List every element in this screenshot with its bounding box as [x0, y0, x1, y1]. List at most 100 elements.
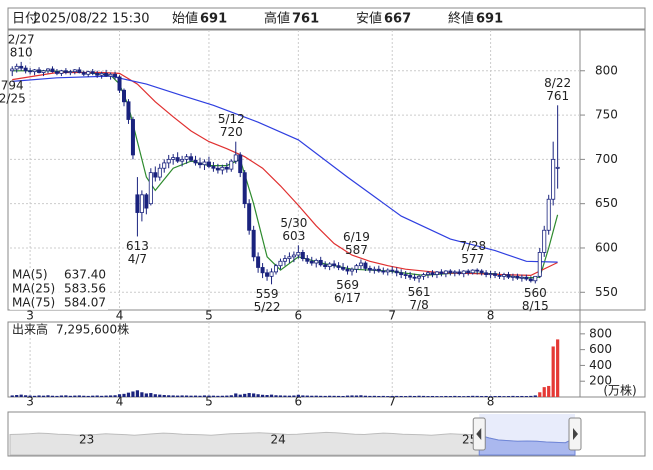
- volume-bar: [381, 395, 385, 397]
- candle-body: [367, 267, 372, 271]
- candle-body: [202, 161, 207, 166]
- volume-bar: [529, 395, 533, 397]
- candle-body: [189, 156, 194, 161]
- candle-body: [95, 73, 100, 76]
- candle-body: [130, 119, 135, 156]
- volume-bar: [435, 396, 439, 397]
- candle-body: [72, 69, 77, 73]
- volume-bar: [372, 395, 376, 397]
- volume-bar: [82, 395, 86, 397]
- volume-bar: [117, 394, 122, 397]
- volume-bar: [234, 393, 238, 397]
- candle-body: [363, 262, 368, 269]
- volume-bar: [131, 391, 135, 397]
- annotation-value: 810: [10, 45, 33, 59]
- moving-average: [12, 75, 558, 263]
- volume-bar: [256, 394, 260, 397]
- volume-bar: [64, 395, 68, 397]
- candle-body: [77, 69, 82, 73]
- candle-body: [135, 194, 140, 213]
- candle-body: [479, 270, 484, 274]
- volume-bar: [265, 395, 269, 397]
- candle-body: [269, 271, 274, 277]
- candle-body: [139, 194, 144, 213]
- annotation-date: 4/7: [128, 252, 147, 266]
- volume-bar: [274, 395, 278, 397]
- volume-bar: [475, 395, 479, 397]
- volume-bar: [162, 395, 166, 397]
- candle-body: [425, 272, 430, 275]
- volume-bar: [113, 395, 117, 397]
- candle-body: [443, 270, 448, 275]
- volume-bar: [283, 395, 287, 397]
- candle-body: [14, 65, 19, 70]
- candle-body: [542, 229, 547, 253]
- volume-bar: [158, 394, 162, 397]
- candle-body: [220, 166, 225, 171]
- legend-value: 584.07: [64, 296, 106, 310]
- candle-body: [305, 258, 310, 262]
- candle-body: [122, 89, 127, 103]
- candle-body: [493, 273, 498, 276]
- volume-bar: [278, 395, 283, 397]
- x-tick-label: 3: [26, 395, 34, 409]
- candle-body: [555, 166, 560, 169]
- candle-body: [399, 272, 404, 275]
- candle-body: [32, 69, 37, 73]
- candle-body: [488, 273, 493, 276]
- legend-value: 637.40: [64, 268, 106, 282]
- volume-bar: [211, 395, 216, 397]
- candle-body: [117, 76, 122, 91]
- candle-body: [81, 72, 86, 75]
- volume-bar: [189, 395, 193, 397]
- volume-bar: [184, 395, 189, 397]
- annotation-date: 5/22: [254, 300, 281, 314]
- volume-bar: [135, 390, 140, 397]
- candle-body: [99, 73, 104, 76]
- volume-bar: [444, 395, 448, 397]
- volume-bar: [77, 395, 81, 397]
- annotation-value: 720: [220, 125, 243, 139]
- legend-bg: [10, 268, 108, 282]
- volume-bar: [488, 396, 493, 397]
- volume-bar: [260, 394, 265, 397]
- y-tick-label: 400: [589, 358, 612, 372]
- volume-bar: [515, 396, 520, 397]
- volume-bar: [108, 395, 113, 397]
- candle-body: [314, 259, 319, 264]
- navigator-label: 24: [270, 433, 285, 447]
- volume-bar: [15, 395, 19, 397]
- candle-body: [533, 275, 538, 282]
- candle-body: [153, 172, 158, 178]
- volume-bar: [314, 395, 318, 397]
- volume-bar: [73, 395, 77, 397]
- volume-bar: [50, 395, 55, 397]
- candle-body: [515, 275, 520, 279]
- volume-bar: [493, 396, 497, 397]
- volume-bar: [296, 394, 300, 397]
- header-item-value: 691: [200, 12, 227, 27]
- y-tick-label: 600: [589, 342, 612, 356]
- header-date: 2025/08/22 15:30: [33, 12, 150, 27]
- candle-body: [278, 260, 283, 267]
- candle-body: [296, 252, 301, 256]
- volume-bar: [462, 396, 466, 397]
- candle-body: [551, 158, 556, 200]
- header-label: 日付: [12, 12, 38, 27]
- y-tick-label: 200: [589, 374, 612, 388]
- annotation-value: 613: [126, 239, 149, 253]
- candle-body: [470, 269, 475, 274]
- candle-body: [421, 274, 426, 277]
- candle-body: [336, 265, 341, 268]
- candle-body: [148, 172, 153, 205]
- candle-body: [68, 71, 73, 74]
- y-tick-label: 800: [589, 326, 612, 340]
- candle-body: [46, 68, 51, 72]
- candle-body: [412, 276, 417, 279]
- candle-body: [372, 268, 377, 271]
- volume-bar: [520, 395, 524, 397]
- candle-body: [126, 101, 131, 120]
- x-tick-label: 7: [388, 395, 396, 409]
- candle-body: [265, 272, 270, 277]
- y-tick-label: 750: [595, 108, 618, 122]
